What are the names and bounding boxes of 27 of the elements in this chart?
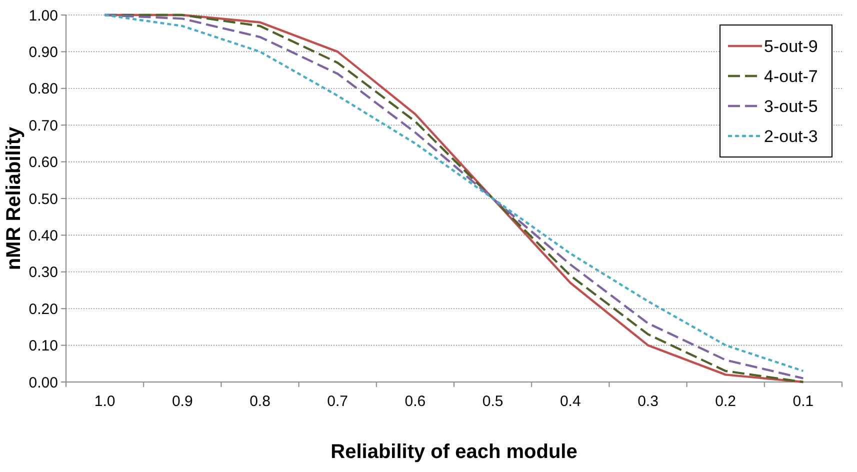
y-tick-label: 0.90 bbox=[28, 44, 58, 61]
y-tick-label: 0.70 bbox=[28, 117, 58, 134]
x-tick-label: 1.0 bbox=[94, 393, 116, 410]
y-tick-label: 0.30 bbox=[28, 264, 58, 282]
y-tick-label: 0.50 bbox=[28, 190, 58, 208]
x-tick-label: 0.6 bbox=[404, 393, 426, 410]
x-tick-label: 0.5 bbox=[482, 393, 504, 410]
legend-label: 3-out-5 bbox=[764, 96, 818, 116]
y-tick-label: 1.00 bbox=[28, 7, 58, 24]
y-tick-label: 0.20 bbox=[28, 300, 58, 318]
legend-label: 5-out-9 bbox=[764, 36, 818, 56]
legend-label: 2-out-3 bbox=[764, 126, 818, 146]
y-tick-label: 0.40 bbox=[28, 227, 58, 244]
x-tick-label: 0.9 bbox=[172, 393, 193, 410]
x-tick-label: 0.8 bbox=[250, 393, 270, 410]
y-tick-label: 0.80 bbox=[28, 80, 58, 98]
y-tick-label: 0.00 bbox=[28, 374, 58, 392]
legend-label: 4-out-7 bbox=[764, 66, 818, 86]
x-tick-label: 0.3 bbox=[638, 393, 658, 410]
x-tick-label: 0.7 bbox=[327, 393, 348, 410]
y-axis-title: nMR Reliability bbox=[3, 126, 25, 270]
y-tick-label: 0.60 bbox=[28, 154, 58, 172]
x-axis-title: Reliability of each module bbox=[330, 441, 578, 463]
x-tick-label: 0.4 bbox=[560, 393, 581, 410]
y-tick-label: 0.10 bbox=[28, 338, 58, 355]
x-tick-label: 0.2 bbox=[715, 393, 736, 410]
x-tick-label: 0.1 bbox=[792, 393, 814, 410]
